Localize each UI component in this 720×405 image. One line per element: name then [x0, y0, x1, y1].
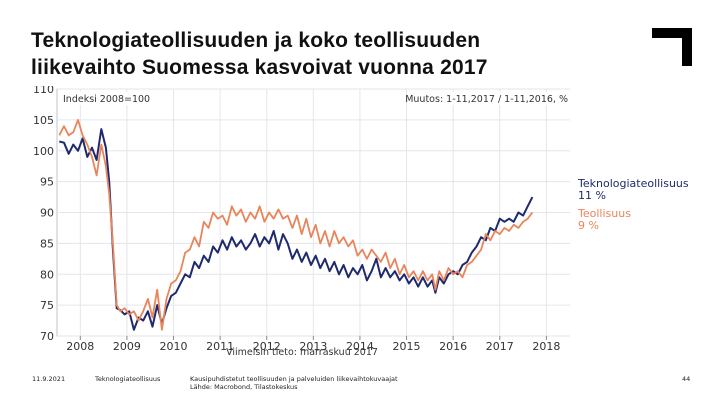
x-tick-label: 2017	[486, 340, 514, 353]
x-tick-label: 2008	[66, 340, 94, 353]
footer-source-line-1: Kausipuhdistetut teollisuuden ja palvelu…	[190, 375, 398, 383]
y-tick-label: 100	[33, 145, 54, 158]
x-tick-label: 2014	[346, 340, 374, 353]
page-number: 44	[682, 375, 691, 383]
x-tick-label: 2018	[532, 340, 560, 353]
corner-bracket-logo-icon	[652, 28, 692, 66]
y-tick-label: 70	[40, 330, 54, 343]
series-line-teknologiateollisuus	[59, 128, 534, 331]
line-chart: 70 75 80 85 90 95 100 105 110 2008 2009 2010 2011 20…	[33, 86, 570, 358]
change-label: Muutos: 1-11,2017 / 1-11,2016, %	[405, 94, 568, 105]
legend-name: Teollisuus	[578, 207, 631, 220]
y-tick-label: 90	[40, 207, 54, 220]
page-title: Teknologiateollisuuden ja koko teollisuu…	[31, 27, 611, 81]
y-tick-label: 110	[33, 86, 54, 96]
legend-change: 11 %	[578, 189, 606, 202]
x-tick-label: 2009	[113, 340, 141, 353]
footer-source-line-2: Lähde: Macrobond, Tilastokeskus	[190, 383, 298, 391]
title-line-2: liikevaihto Suomessa kasvoivat vuonna 20…	[31, 56, 488, 79]
index-label-box	[60, 92, 144, 105]
series-line-teollisuus	[58, 119, 534, 331]
legend-name: Teknologiateollisuus	[578, 177, 689, 190]
y-tick-label: 85	[40, 237, 54, 250]
legend-teknologiateollisuus: Teknologiateollisuus 11 %	[578, 178, 689, 202]
legend-change: 9 %	[578, 219, 599, 232]
x-tick-label: 2013	[299, 340, 327, 353]
y-tick-label: 105	[33, 114, 54, 127]
title-line-1: Teknologiateollisuuden ja koko teollisuu…	[31, 29, 481, 52]
y-tick-label: 80	[40, 268, 54, 281]
footer-source: Kausipuhdistetut teollisuuden ja palvelu…	[190, 375, 398, 391]
y-tick-label: 95	[40, 176, 54, 189]
index-label: Indeksi 2008=100	[63, 94, 150, 105]
x-tick-label: 2015	[393, 340, 421, 353]
chart-caption: Viimeisin tieto: marraskuu 2017	[226, 347, 378, 358]
x-tick-label: 2010	[160, 340, 188, 353]
x-tick-label: 2012	[253, 340, 281, 353]
legend-teollisuus: Teollisuus 9 %	[578, 208, 631, 232]
footer-date: 11.9.2021	[32, 375, 66, 383]
y-tick-label: 75	[40, 299, 54, 312]
x-tick-label: 2016	[439, 340, 467, 353]
x-tick-label: 2011	[206, 340, 234, 353]
footer-organization: Teknologiateollisuus	[95, 375, 161, 383]
change-label-box	[410, 92, 570, 105]
